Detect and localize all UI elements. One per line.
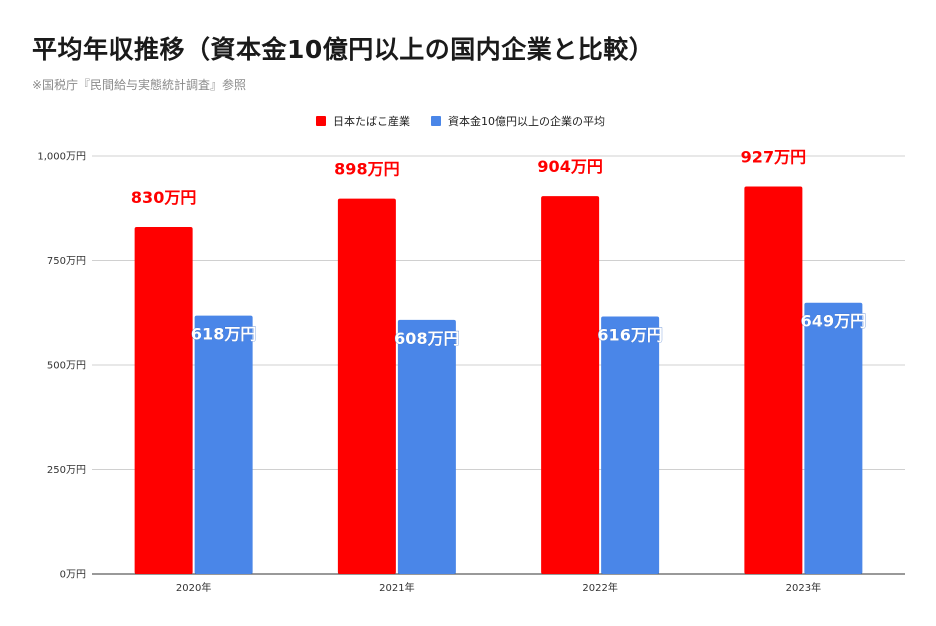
data-label-average: 608万円: [394, 329, 459, 348]
y-tick-label: 750万円: [47, 256, 86, 267]
bar-jt: [744, 186, 803, 575]
bar-jt: [337, 198, 396, 575]
data-label-jt: 927万円: [741, 148, 806, 167]
data-label-average: 649万円: [801, 312, 866, 331]
x-tick-label: 2023年: [786, 581, 821, 594]
chart-source-note: ※国税庁『民間給与実態統計調査』参照: [32, 78, 247, 92]
bar-average: [601, 316, 660, 574]
data-label-jt: 904万円: [537, 157, 602, 176]
legend-label: 資本金10億円以上の企業の平均: [448, 114, 605, 128]
x-tick-label: 2020年: [176, 581, 211, 594]
y-tick-label: 250万円: [47, 465, 86, 476]
legend-swatch: [316, 116, 326, 126]
y-tick-label: 500万円: [47, 361, 86, 372]
bar-jt: [134, 227, 193, 574]
data-label-jt: 830万円: [131, 188, 196, 207]
chart-title: 平均年収推移（資本金10億円以上の国内企業と比較）: [32, 35, 655, 64]
bar-average: [194, 315, 253, 574]
legend-label: 日本たばこ産業: [333, 114, 410, 128]
data-label-jt: 898万円: [334, 160, 399, 179]
y-tick-label: 1,000万円: [37, 152, 86, 163]
bar-average: [397, 319, 456, 574]
data-label-average: 618万円: [191, 325, 256, 344]
y-tick-label: 0万円: [60, 570, 86, 581]
legend-swatch: [431, 116, 441, 126]
x-tick-label: 2022年: [582, 581, 617, 594]
bar-average: [804, 302, 863, 574]
x-tick-label: 2021年: [379, 581, 414, 594]
bar-jt: [541, 196, 600, 575]
data-label-average: 616万円: [597, 326, 662, 345]
